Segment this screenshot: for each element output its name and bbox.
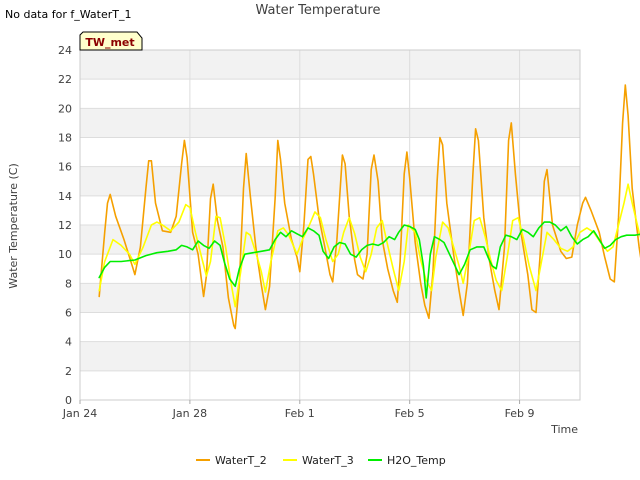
site-badge-shape — [79, 31, 143, 51]
series-line-watert-2 — [98, 84, 640, 330]
series-lines — [98, 84, 640, 330]
series-line-h2o-temp — [98, 221, 640, 299]
y-tick-label: 22 — [58, 73, 72, 86]
y-tick-label: 12 — [58, 219, 72, 232]
plot-background-bands — [80, 50, 580, 371]
plot-band — [80, 50, 580, 80]
legend-label: H2O_Temp — [387, 454, 446, 467]
site-badge: TW_met — [79, 31, 143, 51]
x-tick-label: Feb 1 — [285, 407, 315, 420]
legend-label: WaterT_3 — [302, 454, 354, 467]
y-tick-label: 16 — [58, 161, 72, 174]
y-tick-label: 4 — [65, 336, 72, 349]
plot-band — [80, 283, 580, 313]
plot-frame — [79, 49, 581, 401]
legend-label: WaterT_2 — [215, 454, 267, 467]
y-tick-label: 8 — [65, 277, 72, 290]
y-tick-label: 24 — [58, 44, 72, 57]
x-tick-label: Jan 24 — [62, 407, 97, 420]
series-line-watert-3 — [98, 183, 640, 308]
plot-band — [80, 225, 580, 255]
y-tick-label: 18 — [58, 132, 72, 145]
y-tick-label: 6 — [65, 307, 72, 320]
y-tick-label: 10 — [58, 248, 72, 261]
y-axis-label: Water Temperature (C) — [7, 163, 20, 288]
x-axis-label: Time — [550, 423, 578, 436]
y-tick-label: 0 — [65, 394, 72, 407]
no-data-note: No data for f_WaterT_1 — [5, 8, 131, 21]
x-axis-ticks: Jan 24 Jan 28 Feb 1 Feb 5 Feb 9 — [62, 400, 535, 420]
y-tick-label: 14 — [58, 190, 72, 203]
x-tick-label: Jan 28 — [172, 407, 207, 420]
plot-band — [80, 341, 580, 371]
gridlines — [79, 49, 580, 401]
plot-band — [80, 108, 580, 138]
y-tick-label: 2 — [65, 365, 72, 378]
legend: WaterT_2 WaterT_3 H2O_Temp — [196, 454, 446, 467]
y-tick-label: 20 — [58, 102, 72, 115]
site-badge-label: TW_met — [85, 36, 134, 49]
x-tick-label: Feb 5 — [395, 407, 425, 420]
plot-band — [80, 166, 580, 196]
x-tick-label: Feb 9 — [505, 407, 535, 420]
chart-title: Water Temperature — [256, 3, 381, 18]
